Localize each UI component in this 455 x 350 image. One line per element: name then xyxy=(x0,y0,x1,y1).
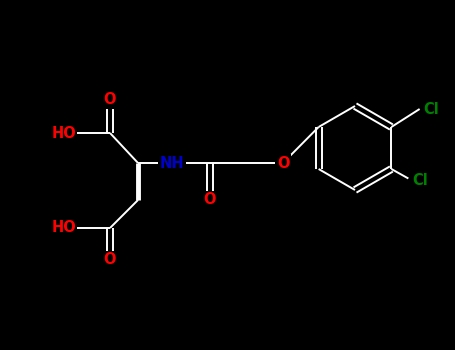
Text: O: O xyxy=(104,92,116,107)
Text: O: O xyxy=(204,193,216,208)
Text: HO: HO xyxy=(51,220,76,236)
Text: Cl: Cl xyxy=(424,102,440,117)
Text: HO: HO xyxy=(51,126,76,140)
Text: Cl: Cl xyxy=(412,173,428,188)
Text: NH: NH xyxy=(160,155,184,170)
Text: O: O xyxy=(277,155,289,170)
Text: O: O xyxy=(104,252,116,267)
